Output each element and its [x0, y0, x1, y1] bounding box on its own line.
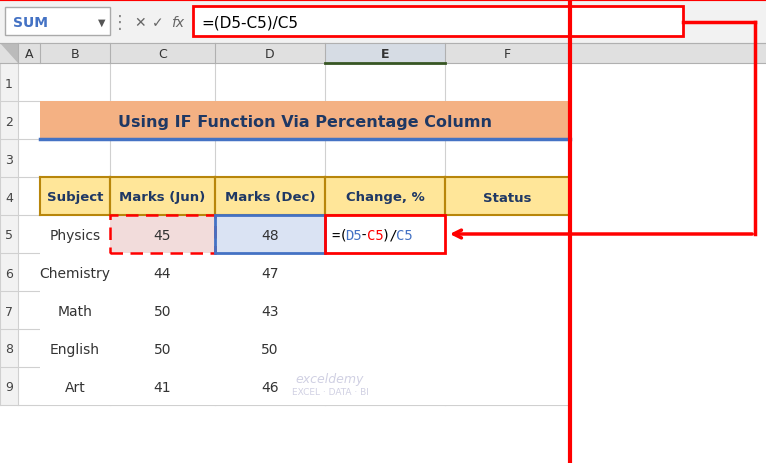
Text: English: English: [50, 342, 100, 356]
Text: A: A: [25, 49, 33, 62]
Bar: [215, 253, 325, 291]
Text: B: B: [70, 49, 80, 62]
Bar: [445, 253, 570, 291]
Bar: [215, 291, 325, 329]
Bar: [40, 367, 110, 405]
Bar: [40, 216, 110, 253]
Bar: [18, 64, 570, 405]
Text: 50: 50: [154, 304, 172, 319]
Text: 7: 7: [5, 305, 13, 318]
Bar: [40, 102, 570, 140]
Bar: [215, 44, 325, 64]
Text: EXCEL · DATA · BI: EXCEL · DATA · BI: [292, 387, 368, 396]
Text: ✓: ✓: [152, 16, 164, 30]
Text: Change, %: Change, %: [345, 191, 424, 204]
Text: 48: 48: [261, 229, 279, 243]
Polygon shape: [0, 44, 18, 64]
Text: 43: 43: [261, 304, 279, 319]
Text: 1: 1: [5, 77, 13, 90]
Text: SUM: SUM: [13, 16, 48, 30]
Bar: [110, 216, 215, 253]
Bar: [325, 216, 445, 253]
Text: Using IF Function Via Percentage Column: Using IF Function Via Percentage Column: [118, 114, 492, 129]
Text: fx: fx: [172, 16, 185, 30]
Bar: [0, 0, 766, 44]
Text: 41: 41: [154, 380, 172, 394]
Text: ✕: ✕: [134, 16, 146, 30]
Bar: [215, 178, 325, 216]
Bar: [325, 367, 445, 405]
Bar: [445, 367, 570, 405]
Text: Chemistry: Chemistry: [40, 266, 110, 281]
Bar: [445, 178, 570, 216]
Text: D: D: [265, 49, 275, 62]
Text: 5: 5: [5, 229, 13, 242]
Text: ▼: ▼: [98, 18, 106, 28]
Text: C5: C5: [367, 229, 384, 243]
Bar: [325, 253, 445, 291]
Bar: [110, 291, 215, 329]
Text: 44: 44: [154, 266, 172, 281]
Bar: [215, 216, 325, 253]
Text: 6: 6: [5, 267, 13, 280]
Text: 9: 9: [5, 381, 13, 394]
Text: E: E: [381, 49, 389, 62]
Bar: [40, 178, 110, 216]
Text: 47: 47: [261, 266, 279, 281]
Bar: [110, 329, 215, 367]
Bar: [325, 216, 445, 253]
Text: 8: 8: [5, 343, 13, 356]
Bar: [215, 216, 325, 253]
Text: D5: D5: [345, 229, 362, 243]
Bar: [215, 329, 325, 367]
Text: Math: Math: [57, 304, 93, 319]
Bar: [215, 367, 325, 405]
Bar: [0, 64, 18, 405]
Text: C5: C5: [396, 229, 413, 243]
Bar: [40, 44, 110, 64]
Bar: [18, 44, 40, 64]
Text: 50: 50: [261, 342, 279, 356]
Bar: [5, 8, 110, 36]
Bar: [40, 329, 110, 367]
Bar: [445, 329, 570, 367]
Text: Marks (Jun): Marks (Jun): [119, 191, 205, 204]
Text: F: F: [504, 49, 511, 62]
Text: =(D5-C5)/C5: =(D5-C5)/C5: [201, 15, 298, 31]
Bar: [325, 44, 445, 64]
Text: 3: 3: [5, 153, 13, 166]
Bar: [445, 44, 570, 64]
Text: C: C: [158, 49, 167, 62]
Bar: [40, 253, 110, 291]
Text: Marks (Dec): Marks (Dec): [224, 191, 316, 204]
Bar: [110, 178, 215, 216]
Bar: [193, 7, 683, 37]
Bar: [0, 44, 766, 64]
Text: ⋮: ⋮: [111, 14, 129, 32]
Bar: [110, 216, 215, 253]
Text: =(: =(: [331, 229, 348, 243]
Text: Subject: Subject: [47, 191, 103, 204]
Text: exceldemy: exceldemy: [296, 372, 364, 385]
Bar: [325, 178, 445, 216]
Bar: [325, 291, 445, 329]
Bar: [445, 291, 570, 329]
Text: Status: Status: [483, 191, 532, 204]
Bar: [40, 291, 110, 329]
Text: 4: 4: [5, 191, 13, 204]
Bar: [110, 44, 215, 64]
Bar: [445, 216, 570, 253]
Text: 50: 50: [154, 342, 172, 356]
Text: 46: 46: [261, 380, 279, 394]
Text: Physics: Physics: [50, 229, 100, 243]
Text: 45: 45: [154, 229, 172, 243]
Text: 2: 2: [5, 115, 13, 128]
Text: Art: Art: [64, 380, 85, 394]
Text: -: -: [360, 229, 368, 243]
Text: )/: )/: [381, 229, 398, 243]
Bar: [325, 329, 445, 367]
Bar: [110, 367, 215, 405]
Bar: [110, 253, 215, 291]
